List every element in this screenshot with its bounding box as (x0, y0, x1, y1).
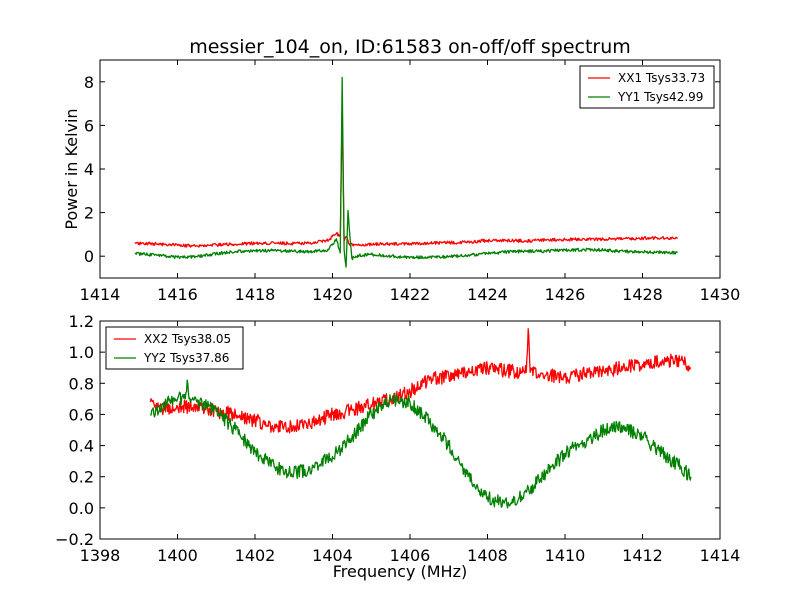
y-tick-label: 0.6 (69, 405, 94, 424)
legend: XX2 Tsys38.05 YY2 Tsys37.86 (105, 326, 244, 370)
legend-label-2: YY2 Tsys37.86 (143, 351, 229, 365)
legend-label-1: XX1 Tsys33.73 (618, 71, 705, 85)
bottom-panel: 1398 1400 1402 1404 1406 1408 1410 1412 1414 −0.2… (55, 312, 740, 581)
x-tick-label: 1418 (235, 285, 276, 304)
y-tick-label: 1.0 (69, 343, 94, 362)
x-tick-label: 1406 (390, 546, 431, 565)
y-tick-label: 0 (84, 247, 94, 266)
y-tick-label: −0.2 (55, 530, 94, 549)
x-tick-label: 1398 (80, 546, 121, 565)
y-tick-label: 6 (84, 116, 94, 135)
y-axis-label: Power in Kelvin (62, 108, 81, 229)
x-tick-label: 1428 (622, 285, 663, 304)
series-line-2 (149, 379, 692, 509)
x-tick-label: 1414 (80, 285, 121, 304)
x-tick-label: 1424 (467, 285, 508, 304)
legend-label-2: YY1 Tsys42.99 (617, 90, 703, 104)
x-tick-label: 1410 (545, 546, 586, 565)
x-tick-label: 1412 (622, 546, 663, 565)
y-tick-label: 0.0 (69, 499, 94, 518)
x-axis-label: Frequency (MHz) (333, 562, 467, 581)
x-tick-label: 1416 (157, 285, 198, 304)
x-tick-label: 1422 (390, 285, 431, 304)
legend-label-1: XX2 Tsys38.05 (144, 332, 231, 346)
y-tick-label: 0.2 (69, 468, 94, 487)
y-tick-label: 0.8 (69, 374, 94, 393)
figure-title: messier_104_on, ID:61583 on-off/off spec… (189, 36, 631, 58)
y-tick-label: 1.2 (69, 312, 94, 331)
x-tick-label: 1400 (157, 546, 198, 565)
y-tick-label: 2 (84, 204, 94, 223)
x-tick-label: 1402 (235, 546, 276, 565)
x-tick-label: 1430 (700, 285, 741, 304)
series-line-1 (149, 328, 692, 434)
x-tick-label: 1420 (312, 285, 353, 304)
top-panel: 1414 1416 1418 1420 1422 1424 1426 1428 1430 0 2 4 6… (62, 59, 741, 304)
x-tick-label: 1426 (545, 285, 586, 304)
y-tick-label: 0.4 (69, 437, 94, 456)
y-tick-label: 8 (84, 73, 94, 92)
legend-box (579, 65, 715, 109)
series-line-1 (134, 111, 678, 248)
x-tick-label: 1414 (700, 546, 741, 565)
series-line-2 (134, 76, 678, 268)
legend: XX1 Tsys33.73 YY1 Tsys42.99 (579, 65, 715, 109)
x-tick-label: 1408 (467, 546, 508, 565)
legend-box (105, 326, 244, 370)
y-tick-label: 4 (84, 160, 94, 179)
x-tick-label: 1404 (312, 546, 353, 565)
